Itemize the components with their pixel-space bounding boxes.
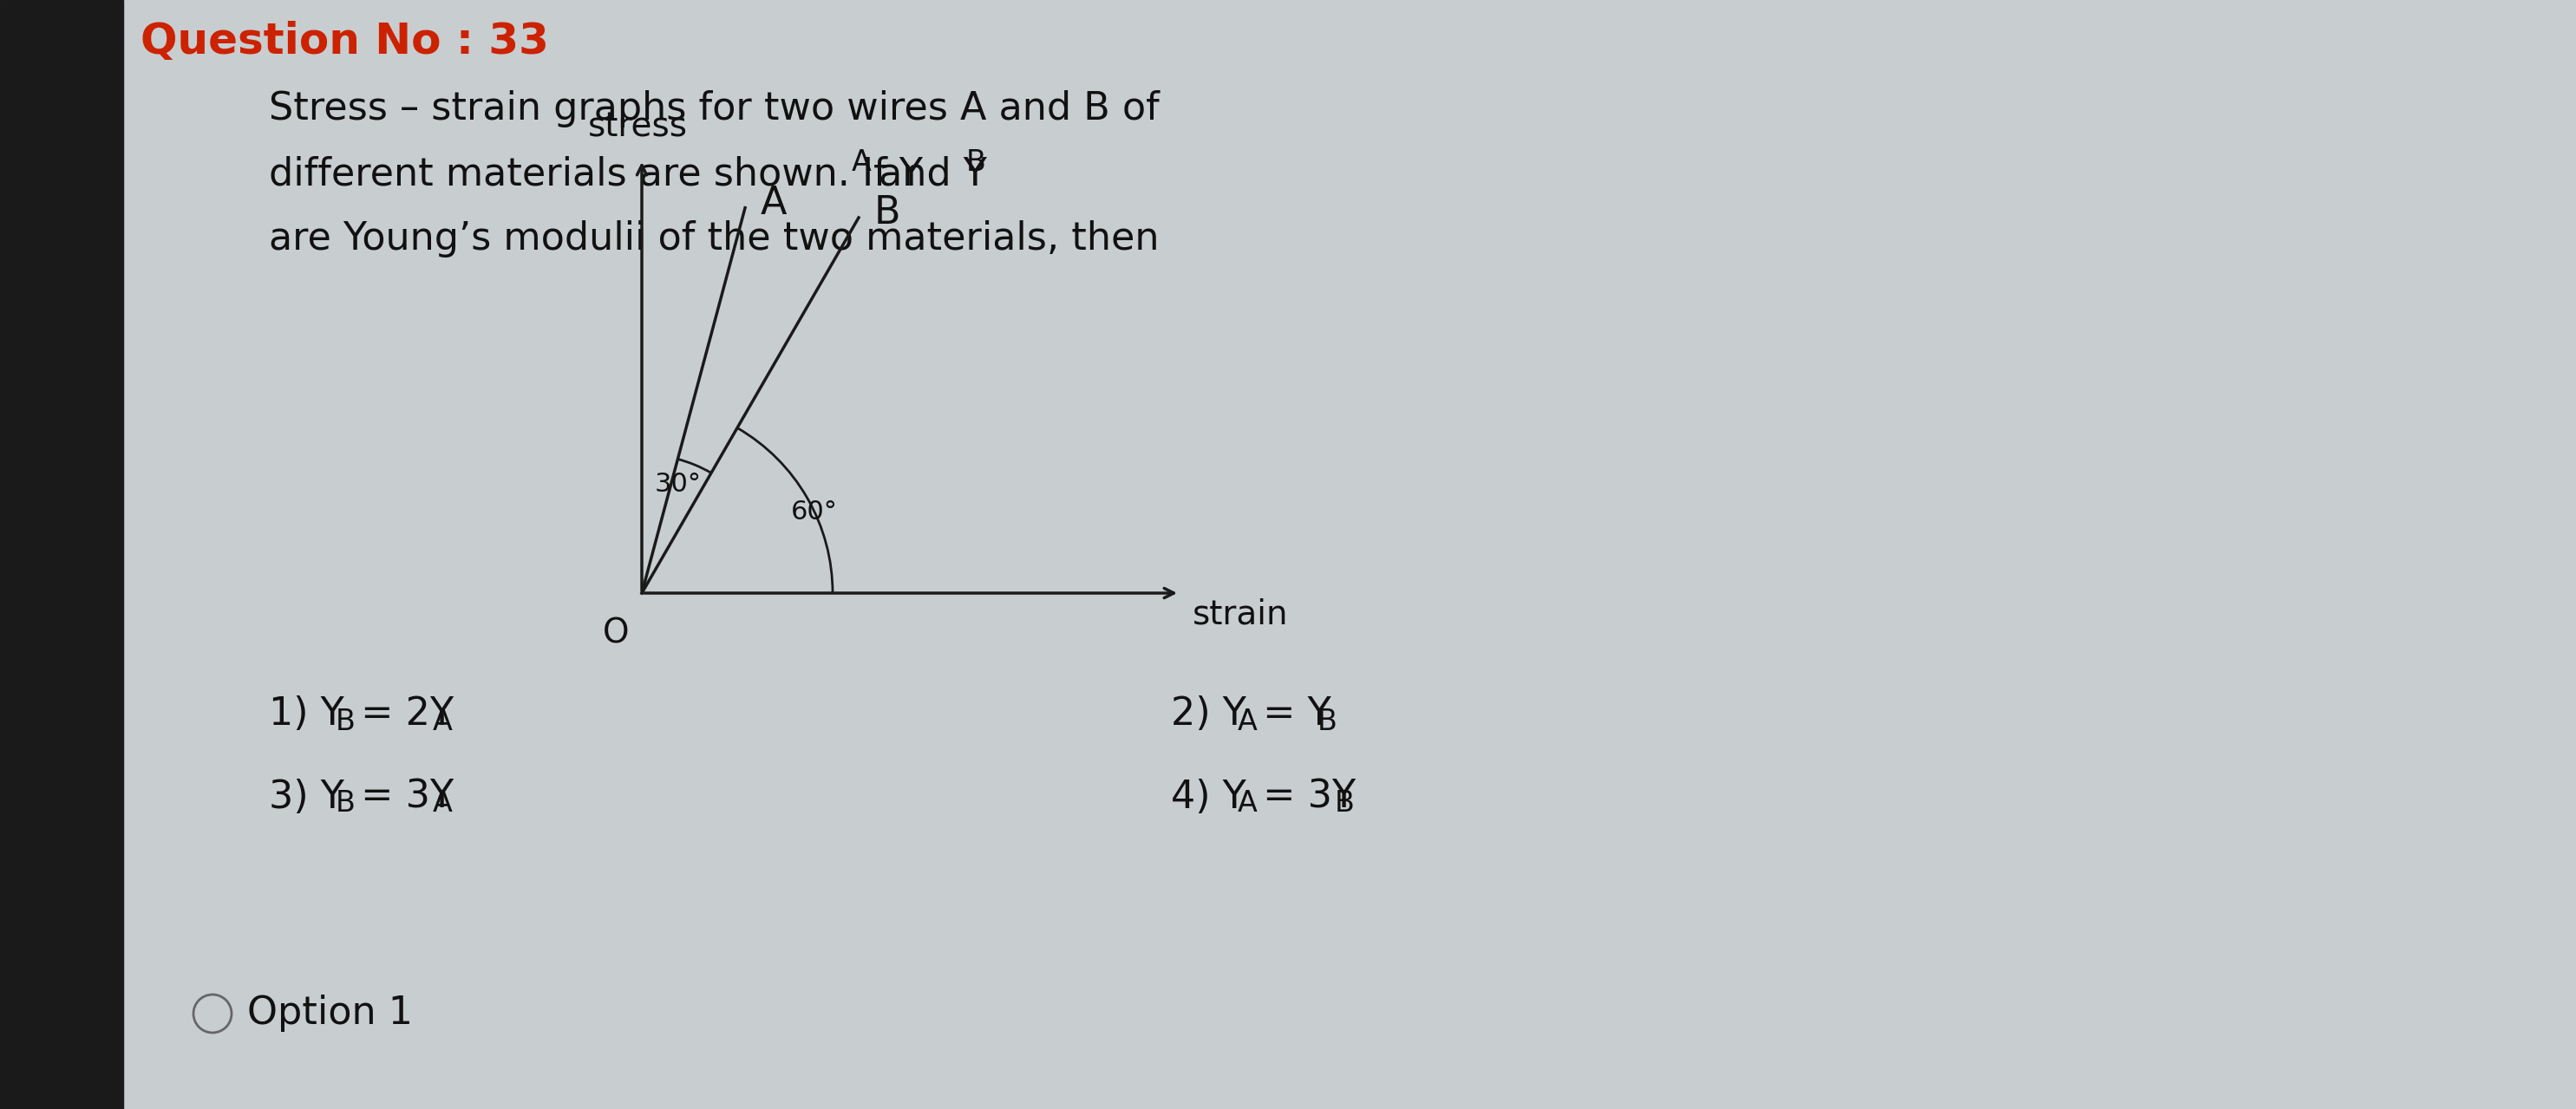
Text: A: A [433,708,453,735]
Text: B: B [335,790,355,818]
Text: B: B [335,708,355,735]
Text: B: B [873,195,902,232]
Text: are Young’s modulii of the two materials, then: are Young’s modulii of the two materials… [268,221,1159,257]
Text: = 3Y: = 3Y [1252,779,1355,815]
Text: B: B [1334,790,1355,818]
Text: = 3Y: = 3Y [348,779,453,815]
Text: A: A [760,185,788,222]
Text: A: A [1236,790,1257,818]
Text: B: B [1319,708,1337,735]
Text: 60°: 60° [791,499,837,525]
Text: A: A [433,790,453,818]
Text: and Y: and Y [866,155,987,193]
Text: Stress – strain graphs for two wires A and B of: Stress – strain graphs for two wires A a… [268,90,1159,128]
Text: = 2Y: = 2Y [348,695,453,733]
Text: 2) Y: 2) Y [1172,695,1247,733]
Text: 30°: 30° [654,471,701,497]
Text: strain: strain [1193,598,1288,630]
Text: 3) Y: 3) Y [268,779,345,815]
Text: Question No : 33: Question No : 33 [142,21,549,62]
Text: stress: stress [587,111,688,144]
Text: O: O [603,618,629,650]
Text: = Y: = Y [1252,695,1332,733]
Text: A: A [853,149,871,176]
Bar [0,0,124,1109]
Text: Option 1: Option 1 [247,995,412,1032]
Text: 4) Y: 4) Y [1172,779,1247,815]
Text: B: B [966,149,987,176]
Text: different materials are shown. If Y: different materials are shown. If Y [268,155,922,193]
Text: 1) Y: 1) Y [268,695,345,733]
Text: A: A [1236,708,1257,735]
